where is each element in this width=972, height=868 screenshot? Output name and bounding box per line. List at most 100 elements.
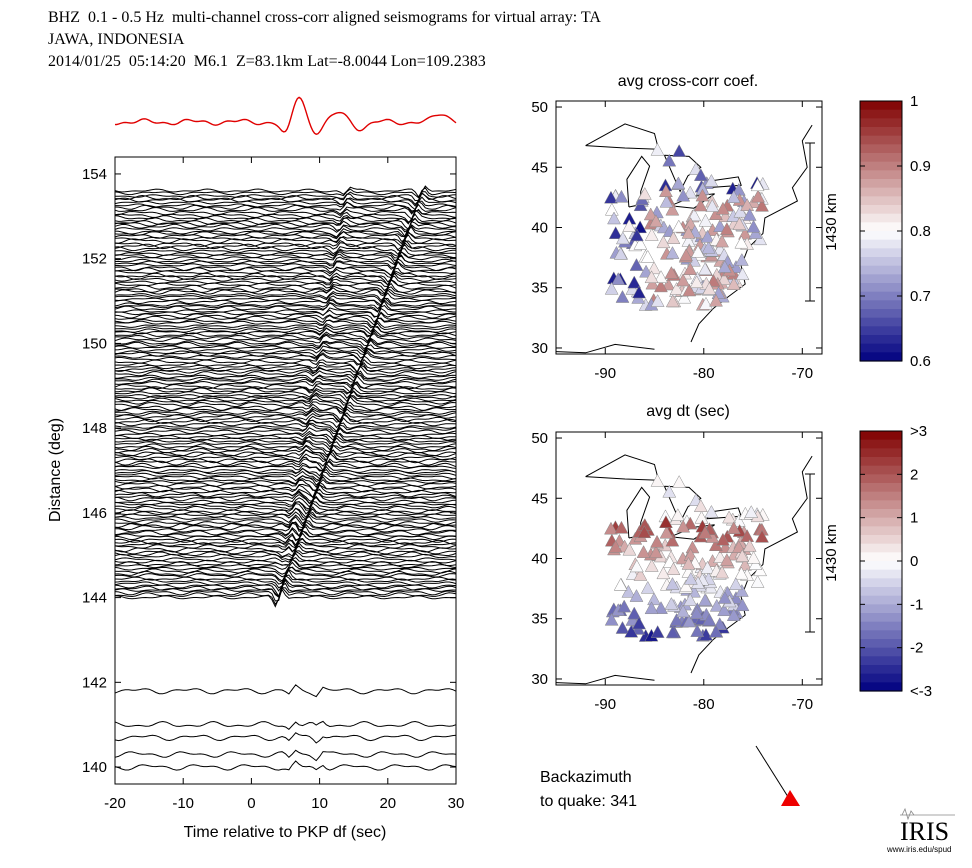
scale-bar-label: 1430 km xyxy=(823,524,840,582)
colorbar-band xyxy=(860,587,902,597)
seismogram-trace xyxy=(114,530,457,541)
station-marker xyxy=(614,520,629,534)
colorbar-band xyxy=(860,222,902,232)
station-marker xyxy=(604,190,618,204)
colorbar-tick-label: 0.6 xyxy=(910,353,931,370)
station-marker xyxy=(664,266,679,279)
station-marker xyxy=(629,589,644,602)
station-marker xyxy=(719,222,734,235)
seismogram-trace xyxy=(114,364,457,376)
map-dt: 1430 km -90 -80 -70 30 35 40 45 50 xyxy=(531,430,840,713)
station-marker xyxy=(613,246,628,260)
colorbar-band xyxy=(860,213,902,223)
station-marker xyxy=(665,533,680,547)
station-marker xyxy=(649,214,663,228)
seismogram-traces xyxy=(114,185,457,771)
station-marker xyxy=(676,604,690,618)
station-marker xyxy=(625,281,640,295)
colorbar-band xyxy=(860,665,902,675)
seismogram-trace xyxy=(114,373,457,387)
colorbar-band xyxy=(860,630,902,640)
station-marker xyxy=(647,261,661,275)
seismogram-trace xyxy=(114,208,457,220)
backazimuth-arrow-line xyxy=(755,745,791,801)
seismogram-trace xyxy=(114,370,457,382)
y-tick-label: 30 xyxy=(531,671,548,688)
seismogram-trace xyxy=(114,320,457,333)
station-marker xyxy=(709,598,724,612)
station-marker xyxy=(658,184,673,197)
seismogram-trace xyxy=(114,213,457,225)
seismogram-trace xyxy=(114,224,457,238)
iris-logo-text: IRIS xyxy=(900,817,949,846)
seismogram-trace xyxy=(114,338,457,352)
station-marker xyxy=(665,625,680,639)
station-marker xyxy=(629,559,644,573)
station-marker xyxy=(637,186,652,200)
seismogram-trace xyxy=(114,292,457,306)
station-marker xyxy=(656,235,671,249)
station-marker xyxy=(742,207,757,221)
station-marker xyxy=(700,560,715,574)
station-marker xyxy=(695,188,710,202)
seismogram-trace xyxy=(114,337,457,350)
station-marker xyxy=(693,499,708,512)
station-marker xyxy=(659,525,674,539)
seismogram-trace xyxy=(114,481,457,491)
seismogram-trace xyxy=(114,515,457,529)
station-marker xyxy=(608,539,623,553)
seismogram-trace xyxy=(114,372,457,383)
station-marker xyxy=(662,484,677,498)
station-marker xyxy=(669,282,684,295)
station-marker xyxy=(748,557,763,570)
station-marker xyxy=(624,624,639,638)
seismogram-trace xyxy=(114,488,457,502)
colorbar-band xyxy=(860,283,902,293)
x-tick-label: 10 xyxy=(311,795,328,812)
colorbar-band xyxy=(860,474,902,484)
station-marker xyxy=(715,532,730,546)
station-marker xyxy=(637,525,652,539)
station-marker xyxy=(735,598,750,612)
station-marker xyxy=(604,612,619,626)
colorbar-band xyxy=(860,656,902,666)
station-marker xyxy=(636,545,651,558)
seismogram-trace xyxy=(114,405,457,421)
colorbar-band xyxy=(860,500,902,510)
station-marker xyxy=(705,199,720,212)
seismogram-trace xyxy=(114,484,457,499)
colorbar-band xyxy=(860,248,902,258)
colorbar-band xyxy=(860,569,902,579)
station-marker xyxy=(685,540,700,554)
seismogram-trace xyxy=(114,552,457,563)
colorbar-tick-label: 1 xyxy=(910,93,918,110)
colorbar-band xyxy=(860,196,902,206)
station-marker xyxy=(676,273,690,287)
station-marker xyxy=(683,548,698,561)
station-marker xyxy=(640,580,655,594)
seismogram-trace xyxy=(114,476,457,488)
y-tick-label: 152 xyxy=(82,251,107,268)
y-tick-label: 40 xyxy=(531,551,548,568)
station-marker xyxy=(715,565,729,579)
seismogram-trace xyxy=(114,271,456,287)
station-marker xyxy=(689,606,704,620)
colorbar-band xyxy=(860,309,902,319)
seismogram-trace xyxy=(114,579,457,598)
map-crosscorr: 1430 km -90 -80 -70 30 35 40 45 50 xyxy=(531,99,840,382)
station-marker xyxy=(644,270,659,284)
colorbar-tick-label: >3 xyxy=(910,423,927,440)
station-marker xyxy=(682,283,697,297)
seismogram-trace xyxy=(114,330,457,344)
seismogram-trace xyxy=(114,451,457,463)
colorbar-band xyxy=(860,543,902,553)
seismogram-trace xyxy=(114,365,457,379)
station-marker xyxy=(672,144,687,157)
seismogram-trace xyxy=(114,394,457,406)
stack-trace xyxy=(114,96,457,135)
station-marker xyxy=(665,577,680,590)
station-marker xyxy=(722,510,736,524)
colorbar-band xyxy=(860,101,902,111)
y-tick-label: 35 xyxy=(531,280,548,297)
seismogram-trace xyxy=(114,541,457,552)
